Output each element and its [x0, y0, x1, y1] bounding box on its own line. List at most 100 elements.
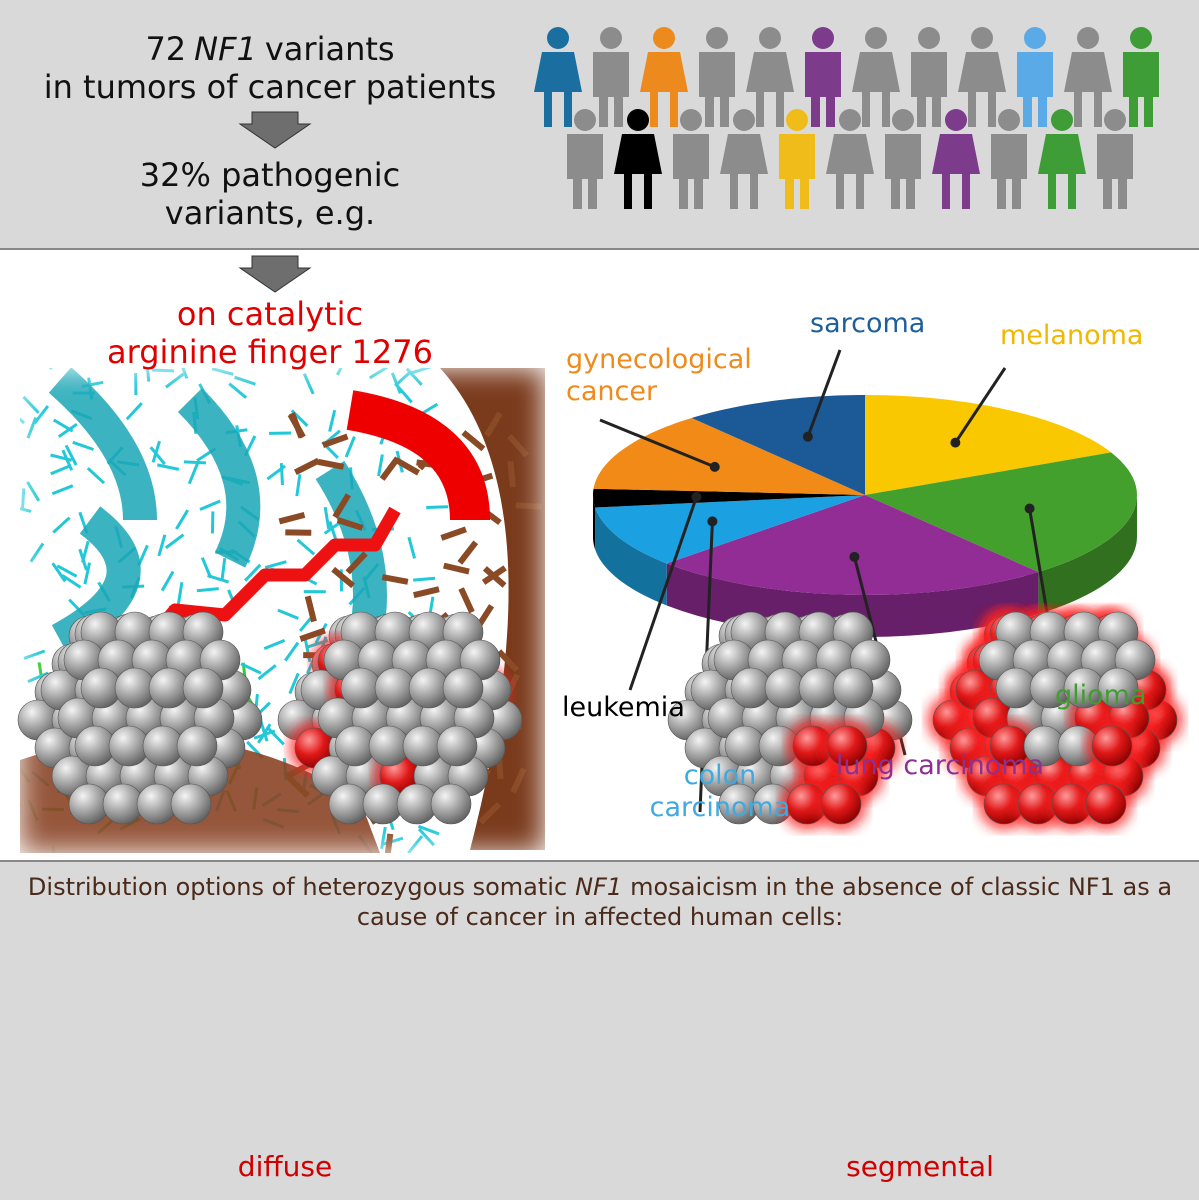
- stick: [426, 505, 449, 509]
- person: [673, 109, 709, 209]
- stick: [176, 582, 184, 605]
- arrow: [238, 111, 312, 149]
- person: [746, 27, 794, 127]
- person: [1123, 27, 1159, 127]
- stick: [83, 562, 91, 585]
- slice-label: glioma: [1055, 680, 1147, 711]
- body: [746, 52, 794, 127]
- head: [1104, 109, 1126, 131]
- arrow: [238, 255, 312, 293]
- pie-slice: [865, 395, 1112, 495]
- body: [1017, 52, 1053, 127]
- head: [786, 109, 808, 131]
- stick: [496, 649, 520, 673]
- stick: [64, 444, 78, 466]
- stick: [51, 484, 74, 496]
- stick: [61, 574, 82, 589]
- stick: [407, 835, 424, 853]
- stick: [379, 456, 401, 481]
- stick: [23, 649, 46, 660]
- cell: [442, 667, 484, 709]
- stick: [515, 502, 542, 510]
- stick: [413, 576, 436, 582]
- person: [1064, 27, 1112, 127]
- stick: [317, 458, 345, 470]
- leader-dot: [1024, 503, 1035, 514]
- head: [733, 109, 755, 131]
- person: [1038, 109, 1086, 209]
- body: [805, 52, 841, 127]
- person: [779, 109, 815, 209]
- stick: [220, 558, 227, 581]
- stick: [461, 430, 486, 452]
- header-line: in tumors of cancer patients: [43, 68, 497, 106]
- stick: [331, 566, 356, 589]
- red-ribbon: [346, 390, 490, 521]
- stick: [328, 409, 337, 432]
- bottom-panel: [0, 862, 1199, 1200]
- stick: [295, 474, 302, 497]
- helix: [48, 368, 157, 521]
- stick: [345, 551, 368, 575]
- cell: [176, 725, 218, 767]
- cell: [832, 667, 874, 709]
- label: diffuse: [237, 1150, 333, 1183]
- stick: [478, 801, 502, 825]
- stick: [299, 627, 326, 642]
- body: [885, 134, 921, 209]
- caption: Distribution options of heterozygous som…: [15, 872, 1185, 932]
- stick: [381, 574, 409, 585]
- header-line: 72 NF1 variants: [20, 30, 520, 68]
- gene: NF1: [575, 873, 623, 901]
- stick: [377, 454, 384, 477]
- slice-label: gynecological cancer: [566, 344, 752, 407]
- person: [991, 109, 1027, 209]
- stick: [164, 533, 185, 550]
- stick: [61, 449, 74, 471]
- stick: [257, 723, 272, 744]
- body: [567, 134, 603, 209]
- head: [945, 109, 967, 131]
- stick: [207, 574, 230, 584]
- pie-slice: [666, 495, 1039, 595]
- body: [720, 134, 768, 209]
- stick: [196, 587, 219, 593]
- person: [614, 109, 662, 209]
- person: [805, 27, 841, 127]
- body: [640, 52, 688, 127]
- head: [1077, 27, 1099, 49]
- head: [812, 27, 834, 49]
- body: [779, 134, 815, 209]
- stick: [417, 827, 436, 847]
- stick: [160, 570, 175, 592]
- stick: [125, 402, 143, 421]
- stick: [20, 809, 22, 817]
- stick: [264, 560, 287, 570]
- stick: [507, 461, 516, 488]
- body: [991, 134, 1027, 209]
- stick: [243, 563, 262, 582]
- head: [574, 109, 596, 131]
- head: [865, 27, 887, 49]
- body: [1038, 134, 1086, 209]
- stick: [458, 587, 475, 614]
- cell: [1091, 725, 1133, 767]
- body: [1123, 52, 1159, 127]
- leader-dot: [802, 431, 813, 442]
- head: [1051, 109, 1073, 131]
- stick: [152, 368, 175, 373]
- slice-label: colon carcinoma: [649, 760, 791, 823]
- stick: [344, 436, 356, 458]
- leader-dot: [709, 461, 720, 472]
- leader-dot: [849, 551, 860, 562]
- stick: [288, 672, 300, 695]
- pie-slice: [595, 495, 865, 564]
- pie-slice: [593, 417, 865, 495]
- stick: [380, 826, 387, 850]
- stick: [234, 375, 256, 386]
- stick: [22, 395, 40, 414]
- person: [699, 27, 735, 127]
- person: [593, 27, 629, 127]
